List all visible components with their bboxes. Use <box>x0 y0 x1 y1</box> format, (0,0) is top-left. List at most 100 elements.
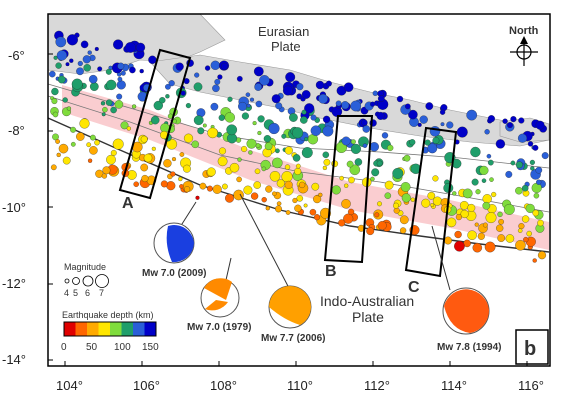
earthquake-dot <box>518 223 525 230</box>
earthquake-dot <box>301 109 307 115</box>
earthquake-dot <box>459 201 469 210</box>
earthquake-dot <box>218 147 227 155</box>
earthquake-dot <box>51 98 58 105</box>
earthquake-dot <box>160 180 168 188</box>
earthquake-dot <box>535 120 545 130</box>
earthquake-dot <box>261 166 267 172</box>
earthquake-dot <box>440 122 445 127</box>
earthquake-dot <box>212 84 220 93</box>
earthquake-dot <box>521 184 529 192</box>
earthquake-dot <box>217 156 228 167</box>
earthquake-dot <box>495 139 506 149</box>
earthquake-dot <box>52 133 59 141</box>
earthquake-dot <box>530 166 535 171</box>
earthquake-dot <box>135 42 146 53</box>
earthquake-dot <box>427 191 436 200</box>
earthquake-dot <box>304 137 309 142</box>
earthquake-dot <box>241 145 248 153</box>
earthquake-dot <box>401 193 411 203</box>
depth-colorbar-segment <box>64 322 76 336</box>
earthquake-dot <box>536 179 542 185</box>
earthquake-dot <box>168 80 175 87</box>
earthquake-dot <box>454 230 462 239</box>
earthquake-dot <box>87 158 93 163</box>
earthquake-dot <box>343 82 354 92</box>
earthquake-dot <box>535 166 543 174</box>
earthquake-dot <box>444 236 452 245</box>
earthquake-dot <box>257 130 262 136</box>
earthquake-dot <box>393 207 400 214</box>
earthquake-dot <box>484 129 490 135</box>
lat-tick: -12° <box>2 276 26 291</box>
earthquake-dot <box>304 103 315 114</box>
earthquake-dot <box>481 178 487 183</box>
earthquake-dot <box>467 203 476 212</box>
earthquake-dot <box>510 160 516 166</box>
earthquake-dot <box>114 100 124 109</box>
earthquake-dot <box>52 111 59 118</box>
earthquake-dot <box>443 183 454 193</box>
earthquake-dot <box>472 242 483 253</box>
earthquake-dot <box>341 199 351 209</box>
focal-mechanisms: Mw 7.0 (2009) Mw 7.0 (1979) Mw 7.7 (2006… <box>142 193 501 353</box>
earthquake-dot <box>515 161 523 169</box>
earthquake-dot <box>487 115 495 123</box>
earthquake-dot <box>284 164 291 170</box>
earthquake-dot <box>221 62 229 70</box>
latitude-ticks: -6° -8° -10° -12° -14° <box>2 48 26 367</box>
earthquake-dot <box>430 203 435 207</box>
box-label-a: A <box>122 195 134 212</box>
earthquake-dot <box>296 83 304 91</box>
earthquake-dot <box>70 126 77 133</box>
focal-label: Mw 7.0 (1979) <box>187 322 251 333</box>
depth-colorbar-segment <box>75 322 88 336</box>
box-label-b: B <box>325 263 337 280</box>
earthquake-dot <box>309 208 317 216</box>
earthquake-dot <box>424 139 431 146</box>
earthquake-dot <box>105 68 112 75</box>
earthquake-dot <box>515 240 526 251</box>
earthquake-dot <box>106 79 117 91</box>
earthquake-dot <box>126 126 131 131</box>
earthquake-dot <box>185 103 191 109</box>
longitude-ticks: 104° 106° 108° 110° 112° 114° 116° <box>56 378 544 393</box>
earthquake-dot <box>246 103 251 108</box>
earthquake-dot <box>237 157 242 162</box>
earthquake-dot <box>218 114 225 121</box>
earthquake-dot <box>166 138 178 150</box>
earthquake-dot <box>212 184 222 194</box>
earthquake-dot <box>113 39 124 50</box>
earthquake-dot <box>263 135 272 143</box>
earthquake-dot <box>396 95 404 103</box>
earthquake-dot <box>432 175 439 182</box>
focal-label: Mw 7.0 (2009) <box>142 268 206 279</box>
earthquake-dot <box>125 42 136 53</box>
lon-tick: 116° <box>518 378 544 393</box>
earthquake-dot <box>482 201 491 210</box>
earthquake-dot <box>403 154 411 162</box>
north-label: North <box>509 25 539 37</box>
lat-tick: -14° <box>2 352 26 367</box>
earthquake-dot <box>419 115 428 124</box>
earthquake-dot <box>377 95 385 102</box>
earthquake-dot <box>313 195 322 204</box>
earthquake-dot <box>245 92 251 97</box>
earthquake-dot <box>254 168 261 175</box>
earthquake-dot <box>496 224 504 232</box>
depth-colorbar-segment <box>87 322 99 336</box>
lon-tick: 106° <box>133 378 160 393</box>
leader-line <box>225 257 232 281</box>
earthquake-dot <box>482 222 488 228</box>
earthquake-dot <box>233 189 244 201</box>
earthquake-dot <box>399 215 409 225</box>
earthquake-dot <box>446 217 457 228</box>
panel-label-box <box>515 329 549 365</box>
earthquake-dot <box>224 112 235 123</box>
earthquake-dot <box>55 62 62 69</box>
earthquake-dot <box>225 193 234 203</box>
earthquake-dot <box>341 136 351 146</box>
earthquake-dot <box>303 203 308 208</box>
earthquake-dot <box>217 74 223 80</box>
earthquake-dot <box>474 222 479 227</box>
earthquake-dot <box>532 144 539 151</box>
